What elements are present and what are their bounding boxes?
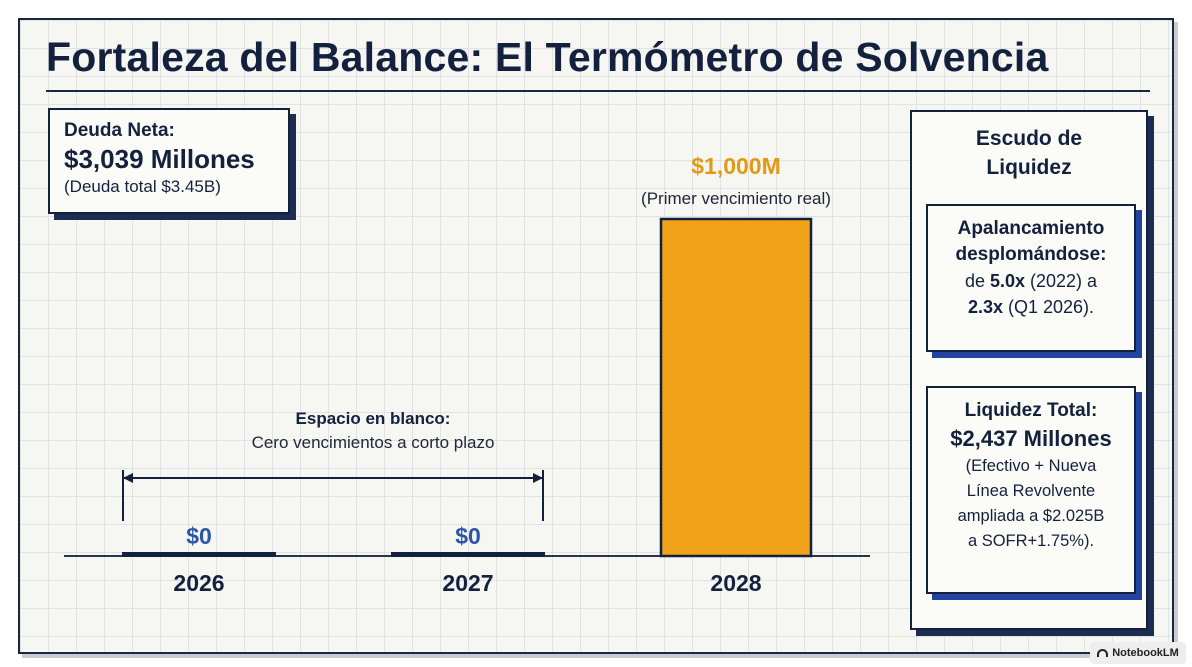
bar-2026 <box>122 552 276 557</box>
bar-value-label-2027: $0 <box>455 523 481 549</box>
liquidity-detail-line4: a SOFR+1.75%). <box>967 532 1095 550</box>
blank-space-bracket <box>122 470 544 521</box>
leverage-card: Apalancamiento desplomándose: de 5.0x (2… <box>926 204 1136 352</box>
liquidity-shield-panel: Escudo de Liquidez Apalancamiento desplo… <box>910 110 1148 630</box>
liquidity-detail-line2: Línea Revolvente <box>966 482 1096 500</box>
leverage-from-suffix: (2022) a <box>1025 271 1098 291</box>
leverage-from-value: 5.0x <box>989 271 1026 291</box>
x-tick-label-2028: 2028 <box>710 570 761 596</box>
x-tick-label-2027: 2027 <box>442 570 493 596</box>
liquidity-heading: Liquidez Total: <box>964 400 1098 421</box>
net-debt-box: Deuda Neta: $3,039 Millones (Deuda total… <box>48 108 290 214</box>
leverage-to-line: 2.3x (Q1 2026). <box>934 294 1128 320</box>
total-debt-note: (Deuda total $3.45B) <box>64 177 221 196</box>
net-debt-value: $3,039 Millones <box>64 144 255 174</box>
liquidity-shield-title: Escudo de Liquidez <box>912 124 1146 182</box>
leverage-heading-line2: desplomándose: <box>955 244 1107 265</box>
bar-value-label-2028: $1,000M <box>691 153 781 179</box>
liquidity-card: Liquidez Total: $2,437 Millones (Efectiv… <box>926 386 1136 594</box>
bar-2027 <box>391 552 545 557</box>
bar-2028 <box>659 217 813 558</box>
liquidity-detail-line1: (Efectivo + Nueva <box>965 457 1097 475</box>
net-debt-label: Deuda Neta: <box>64 120 175 141</box>
bars-layer: $0 2026 $0 2027 $1,000M (Primer vencimiento r… <box>122 153 831 596</box>
liquidity-shield-title-line1: Escudo de <box>975 127 1083 150</box>
x-tick-label-2026: 2026 <box>173 570 224 596</box>
bar-note-2028: (Primer vencimiento real) <box>641 189 831 208</box>
page-title: Fortaleza del Balance: El Termómetro de … <box>46 34 1049 80</box>
leverage-from-line: de 5.0x (2022) a <box>934 268 1128 294</box>
bracket-right-arrow <box>533 473 543 483</box>
liquidity-value: $2,437 Millones <box>950 426 1112 451</box>
leverage-to-value: 2.3x <box>967 297 1003 317</box>
leverage-to-suffix: (Q1 2026). <box>1003 297 1095 317</box>
bar-value-label-2026: $0 <box>186 523 212 549</box>
watermark-text: NotebookLM <box>1112 647 1179 659</box>
title-divider <box>46 90 1150 92</box>
notebooklm-logo-icon <box>1097 649 1109 657</box>
bracket-left-arrow <box>123 473 133 483</box>
blank-space-text: Cero vencimientos a corto plazo <box>252 433 495 452</box>
leverage-heading-line1: Apalancamiento <box>957 218 1105 239</box>
blank-space-heading: Espacio en blanco: <box>296 409 451 428</box>
leverage-from-prefix: de <box>964 271 990 291</box>
liquidity-detail-line3: ampliada a $2.025B <box>957 507 1105 525</box>
notebooklm-watermark: NotebookLM <box>1090 642 1186 664</box>
liquidity-shield-title-line2: Liquidez <box>986 156 1072 179</box>
